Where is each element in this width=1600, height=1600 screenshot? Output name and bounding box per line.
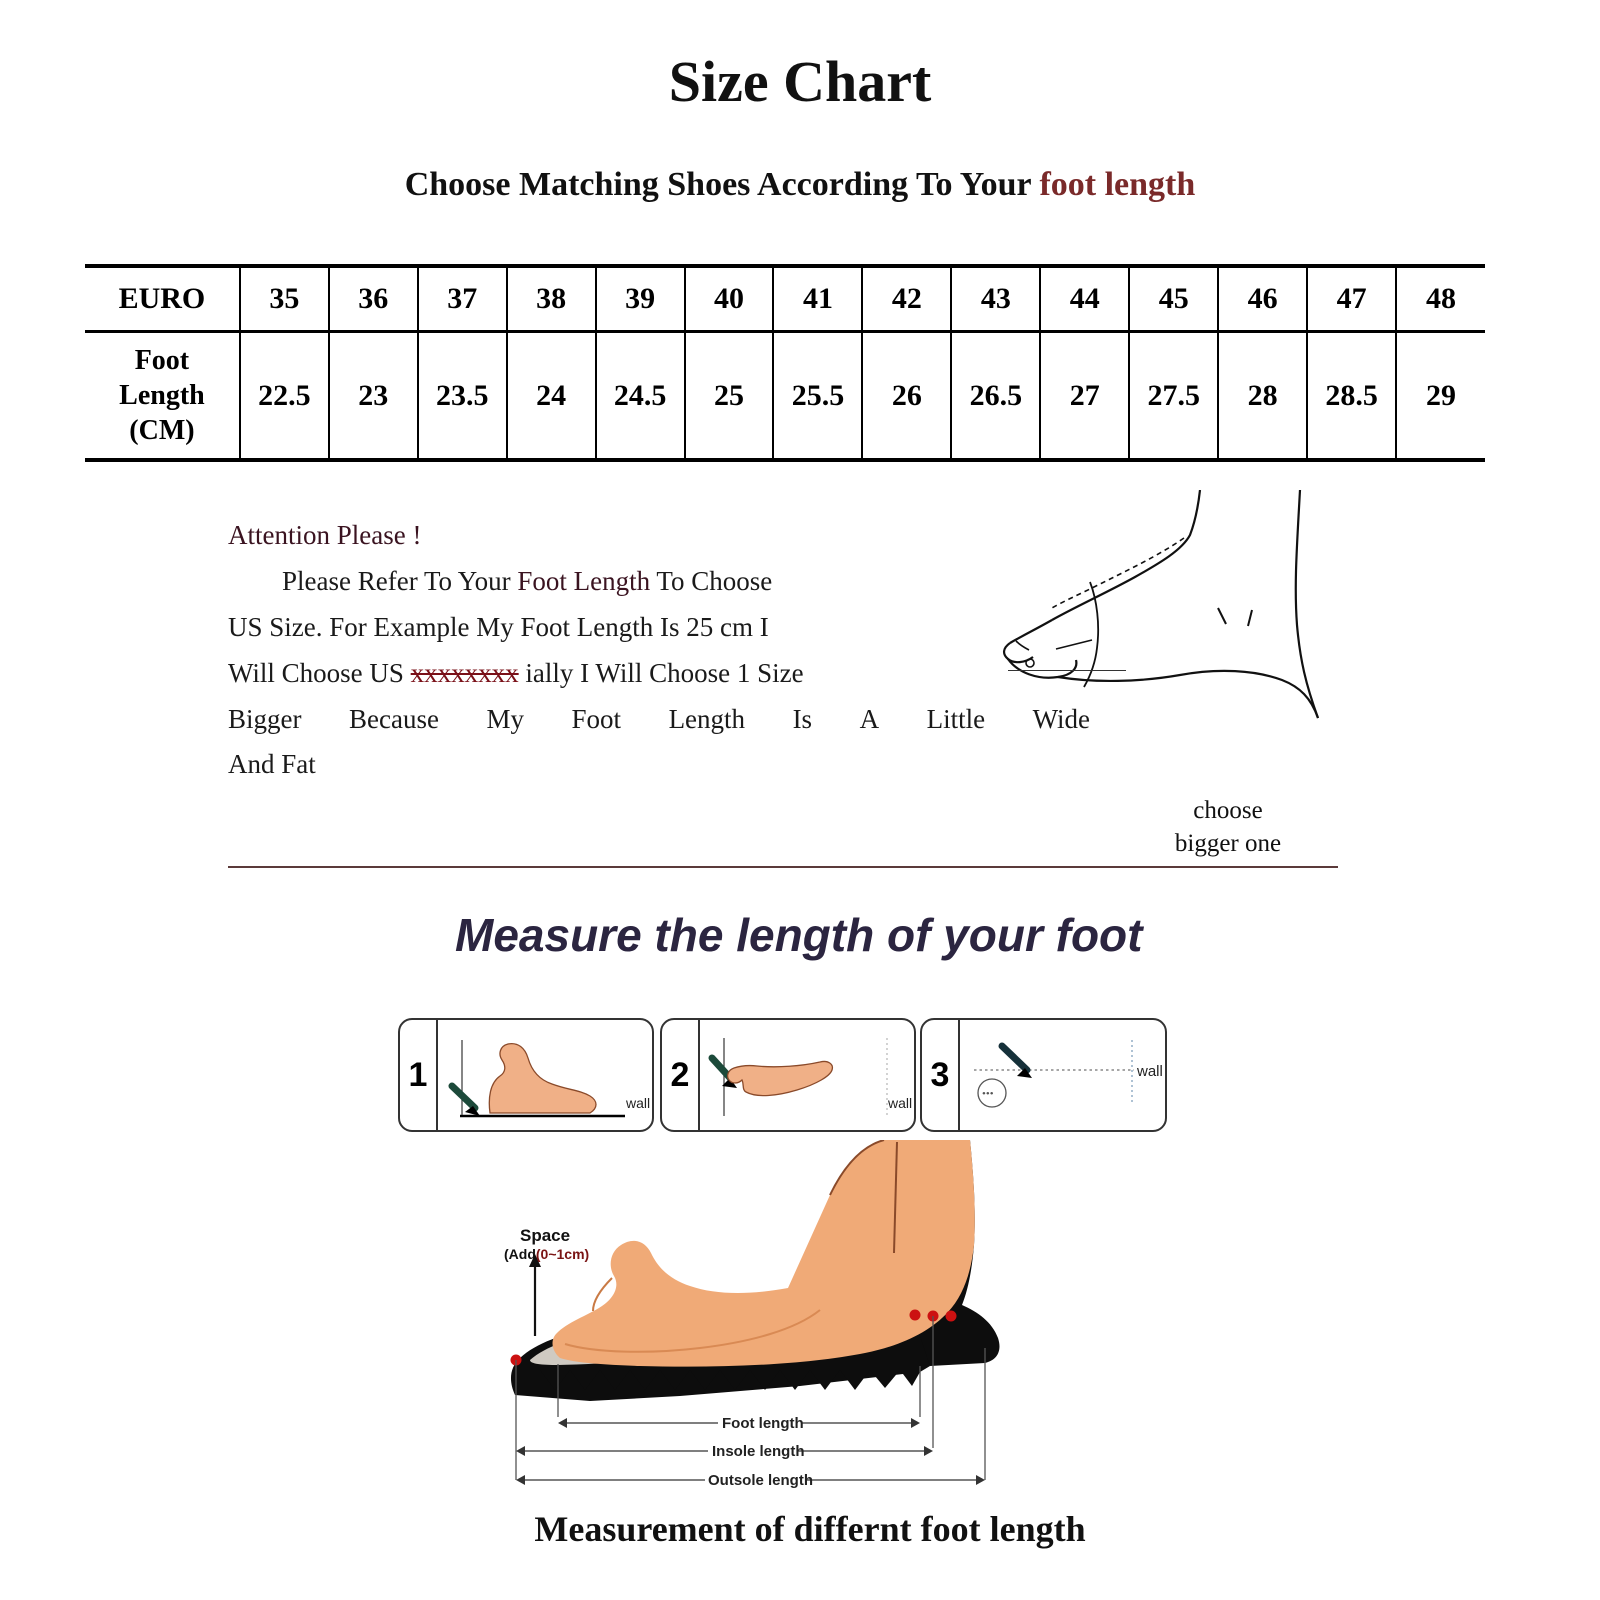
- svg-text:wall: wall: [887, 1095, 912, 1111]
- svg-text:Outsole length: Outsole length: [708, 1472, 813, 1489]
- svg-text:Foot length: Foot length: [722, 1415, 804, 1432]
- svg-text:(Add(0~1cm): (Add(0~1cm): [504, 1246, 589, 1262]
- svg-text:Space: Space: [520, 1226, 570, 1245]
- svg-text:Insole length: Insole length: [712, 1443, 805, 1460]
- svg-text:•••: •••: [982, 1088, 994, 1100]
- svg-text:wall: wall: [1136, 1063, 1162, 1080]
- svg-text:wall: wall: [625, 1095, 650, 1111]
